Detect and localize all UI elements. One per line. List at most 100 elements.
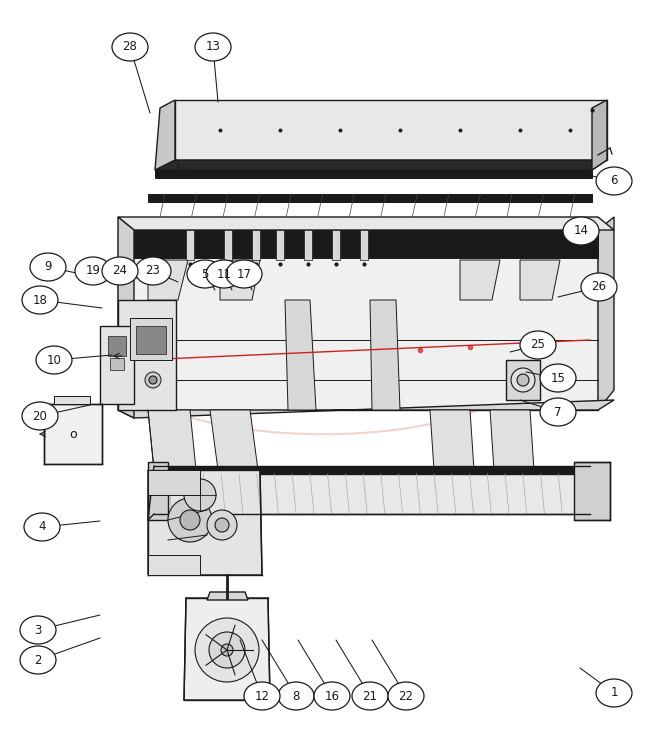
Ellipse shape: [278, 682, 314, 710]
Text: 1: 1: [610, 687, 618, 699]
Text: 22: 22: [399, 690, 413, 702]
Polygon shape: [148, 555, 200, 575]
Polygon shape: [598, 217, 614, 410]
Polygon shape: [118, 230, 598, 410]
Text: 17: 17: [237, 267, 252, 280]
Polygon shape: [155, 160, 607, 170]
Polygon shape: [430, 410, 474, 470]
Ellipse shape: [244, 682, 280, 710]
Circle shape: [511, 368, 535, 392]
Text: 9: 9: [44, 261, 52, 274]
Ellipse shape: [195, 33, 231, 61]
Text: 2: 2: [34, 654, 42, 667]
Polygon shape: [490, 410, 534, 470]
Polygon shape: [220, 260, 260, 300]
Circle shape: [517, 374, 529, 386]
Text: 16: 16: [325, 690, 340, 702]
Text: 28: 28: [122, 40, 137, 54]
Polygon shape: [148, 260, 188, 300]
Circle shape: [221, 644, 233, 656]
Ellipse shape: [388, 682, 424, 710]
Polygon shape: [276, 230, 284, 260]
Ellipse shape: [24, 513, 60, 541]
Text: EQUIPMENT: EQUIPMENT: [223, 331, 424, 361]
Text: 7: 7: [554, 406, 562, 419]
Text: 24: 24: [113, 264, 127, 277]
Polygon shape: [118, 300, 176, 410]
Text: 26: 26: [591, 280, 606, 294]
Polygon shape: [155, 170, 592, 178]
Polygon shape: [148, 194, 592, 202]
Polygon shape: [148, 462, 168, 520]
Polygon shape: [506, 360, 540, 400]
Polygon shape: [155, 100, 175, 170]
Ellipse shape: [36, 346, 72, 374]
Polygon shape: [54, 396, 90, 404]
Polygon shape: [184, 598, 270, 700]
Ellipse shape: [314, 682, 350, 710]
Text: 12: 12: [254, 690, 270, 702]
Polygon shape: [118, 217, 134, 418]
Ellipse shape: [187, 260, 223, 288]
Polygon shape: [148, 410, 196, 470]
Ellipse shape: [206, 260, 242, 288]
Polygon shape: [134, 230, 598, 258]
Text: 20: 20: [32, 409, 47, 422]
Ellipse shape: [596, 167, 632, 195]
Ellipse shape: [22, 402, 58, 430]
Polygon shape: [592, 100, 607, 170]
Polygon shape: [186, 230, 194, 260]
Text: 6: 6: [610, 174, 618, 188]
Polygon shape: [148, 470, 262, 575]
Ellipse shape: [563, 217, 599, 245]
Polygon shape: [154, 474, 590, 514]
Polygon shape: [175, 100, 607, 160]
Polygon shape: [110, 358, 124, 370]
Polygon shape: [136, 326, 166, 354]
Polygon shape: [574, 462, 610, 520]
Circle shape: [209, 632, 245, 668]
Text: 11: 11: [217, 267, 232, 280]
Ellipse shape: [520, 331, 556, 359]
Polygon shape: [118, 217, 614, 230]
Ellipse shape: [112, 33, 148, 61]
Text: 5: 5: [201, 267, 209, 280]
Ellipse shape: [30, 253, 66, 281]
Circle shape: [215, 518, 229, 532]
Ellipse shape: [226, 260, 262, 288]
Ellipse shape: [75, 257, 111, 285]
Polygon shape: [252, 230, 260, 260]
Ellipse shape: [135, 257, 171, 285]
Ellipse shape: [596, 679, 632, 707]
Polygon shape: [210, 410, 258, 470]
Text: 4: 4: [38, 520, 46, 534]
Text: 25: 25: [531, 339, 545, 352]
Ellipse shape: [581, 273, 617, 301]
Text: SPECIALISTS: SPECIALISTS: [215, 375, 432, 405]
Ellipse shape: [20, 646, 56, 674]
Polygon shape: [285, 300, 316, 410]
Ellipse shape: [22, 286, 58, 314]
Polygon shape: [460, 260, 500, 300]
Text: 19: 19: [85, 264, 100, 277]
Circle shape: [149, 376, 157, 384]
Polygon shape: [304, 230, 312, 260]
Circle shape: [145, 372, 161, 388]
Text: 23: 23: [146, 264, 160, 277]
Polygon shape: [148, 470, 200, 495]
Polygon shape: [100, 326, 134, 404]
Text: 14: 14: [573, 224, 589, 238]
Polygon shape: [108, 336, 126, 356]
Polygon shape: [154, 466, 590, 474]
Ellipse shape: [540, 364, 576, 392]
Text: 8: 8: [292, 690, 300, 702]
Polygon shape: [520, 260, 560, 300]
Text: 10: 10: [47, 353, 61, 367]
Circle shape: [168, 498, 212, 542]
Polygon shape: [332, 230, 340, 260]
Polygon shape: [118, 400, 614, 418]
Polygon shape: [207, 592, 248, 600]
Ellipse shape: [352, 682, 388, 710]
Circle shape: [195, 618, 259, 682]
Text: 18: 18: [32, 294, 47, 306]
